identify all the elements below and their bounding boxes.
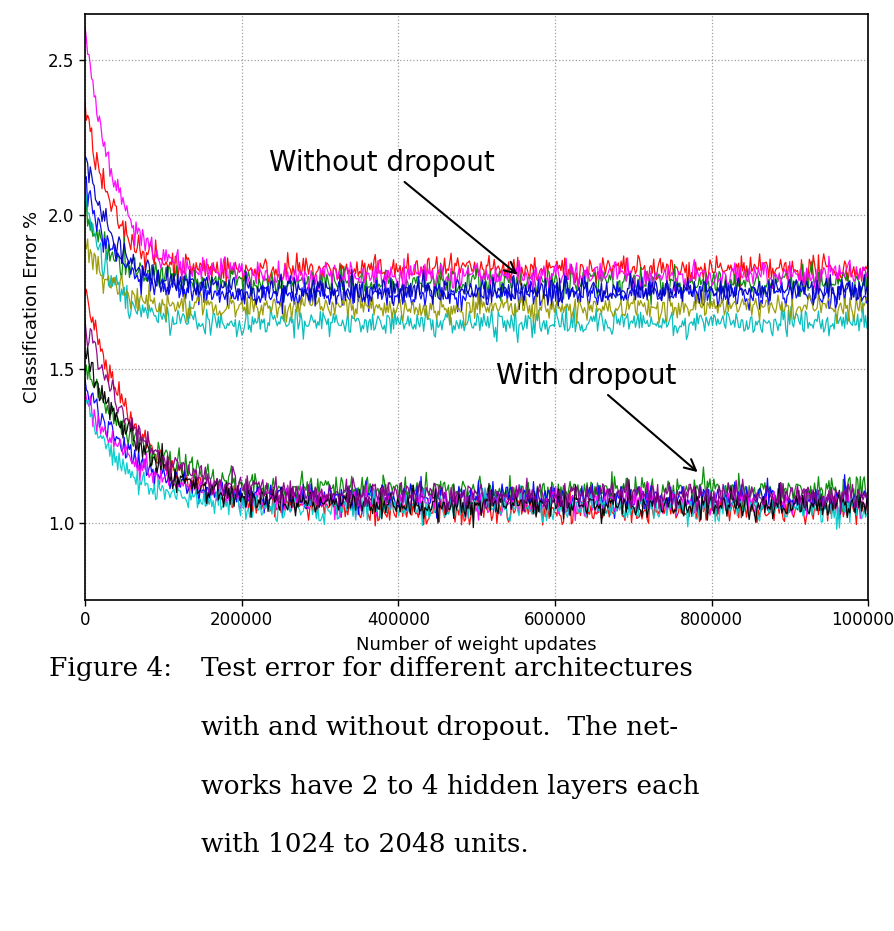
X-axis label: Number of weight updates: Number of weight updates — [356, 636, 596, 654]
Y-axis label: Classification Error %: Classification Error % — [23, 211, 41, 403]
Text: with 1024 to 2048 units.: with 1024 to 2048 units. — [201, 832, 528, 857]
Text: With dropout: With dropout — [495, 362, 696, 470]
Text: with and without dropout.  The net-: with and without dropout. The net- — [201, 715, 678, 740]
Text: Without dropout: Without dropout — [269, 149, 515, 273]
Text: Test error for different architectures: Test error for different architectures — [201, 656, 693, 681]
Text: works have 2 to 4 hidden layers each: works have 2 to 4 hidden layers each — [201, 774, 699, 799]
Text: Figure 4:: Figure 4: — [49, 656, 173, 681]
